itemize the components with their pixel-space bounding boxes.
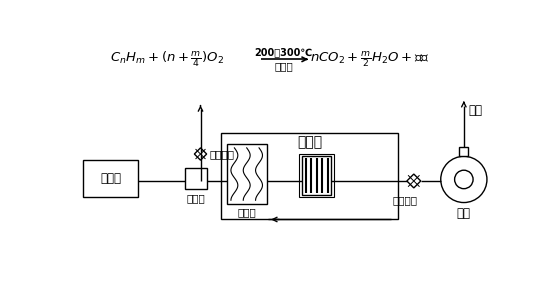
Bar <box>83 160 138 197</box>
Bar <box>227 144 267 204</box>
Text: 200－300℃: 200－300℃ <box>254 47 312 58</box>
Text: 催化剂: 催化剂 <box>275 61 293 71</box>
Circle shape <box>441 156 487 203</box>
Text: 排空阀门: 排空阀门 <box>210 149 235 159</box>
Text: 废气源: 废气源 <box>100 172 121 185</box>
Text: 阻火器: 阻火器 <box>186 193 205 203</box>
Polygon shape <box>407 174 421 188</box>
Bar <box>459 147 469 156</box>
Circle shape <box>455 170 473 189</box>
Bar <box>222 133 398 219</box>
Text: 风机: 风机 <box>457 207 471 220</box>
Bar <box>185 168 206 190</box>
Bar <box>299 154 334 197</box>
Text: 换热器: 换热器 <box>237 207 256 217</box>
Bar <box>302 156 331 195</box>
Text: 排空阀门: 排空阀门 <box>392 195 417 205</box>
Text: 排放: 排放 <box>469 104 483 117</box>
Text: 催化室: 催化室 <box>297 136 323 149</box>
Text: $nCO_2+\frac{m}{2}H_2O+$热量: $nCO_2+\frac{m}{2}H_2O+$热量 <box>310 49 430 69</box>
Polygon shape <box>194 148 206 160</box>
Text: $C_nH_m+(n+\frac{m}{4})O_2$: $C_nH_m+(n+\frac{m}{4})O_2$ <box>109 49 224 69</box>
